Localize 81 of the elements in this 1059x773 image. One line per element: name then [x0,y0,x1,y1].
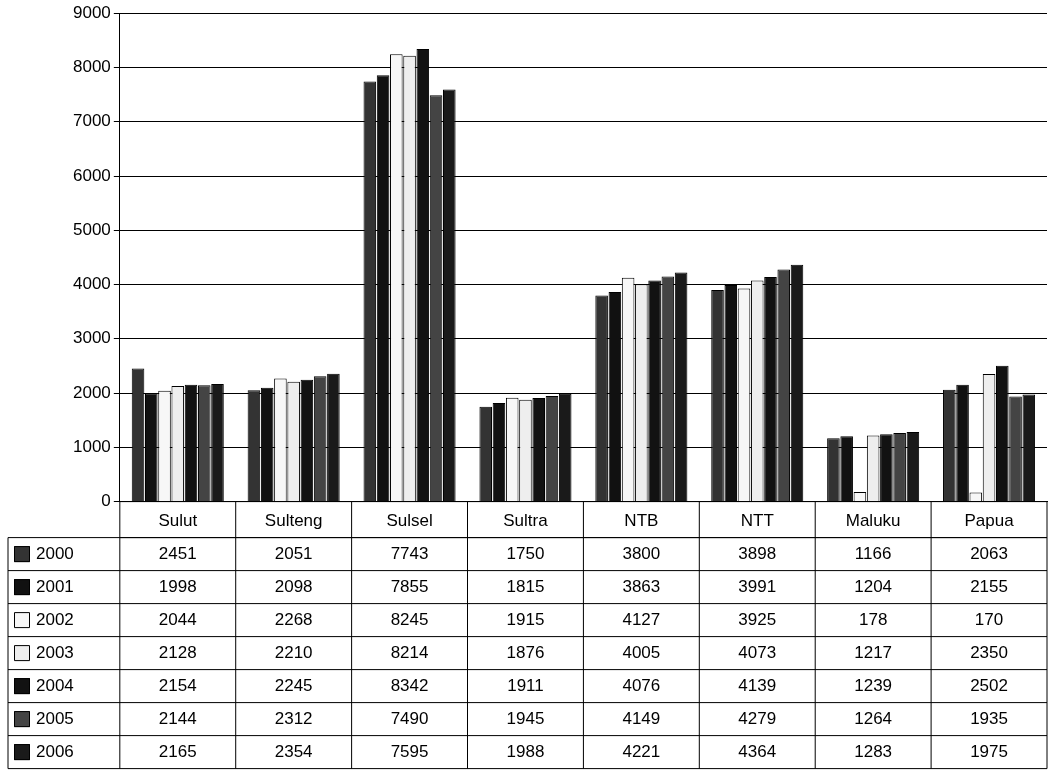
legend-label: 2006 [36,741,74,761]
data-label: 170 [974,609,1004,629]
x-tick-label: Sulut [158,511,198,531]
x-tick-label: NTT [740,511,774,531]
data-label: 2154 [158,675,197,695]
data-label: 7743 [390,543,429,563]
x-tick-label: Papua [964,511,1015,531]
data-label: 2268 [274,609,313,629]
data-label: 3925 [738,609,777,629]
x-tick-label: Sultra [503,511,549,531]
data-label: 4221 [622,741,661,761]
data-label: 1975 [970,741,1008,761]
data-label: 2502 [970,675,1008,695]
data-label: 1815 [506,576,545,596]
y-tick-label: 3000 [72,328,111,348]
data-label: 2451 [158,543,197,563]
data-label: 8245 [390,609,429,629]
data-label: 1988 [506,741,545,761]
y-tick-label: 5000 [72,219,111,239]
legend-label: 2002 [36,609,74,629]
legend-label: 2000 [36,543,74,563]
data-label: 1283 [854,741,893,761]
data-label: 4279 [738,708,777,728]
data-label: 3991 [738,576,777,596]
data-label: 2063 [970,543,1008,563]
y-tick-label: 6000 [72,165,111,185]
data-label: 4005 [622,642,661,662]
data-label: 4073 [738,642,777,662]
data-label: 4139 [738,675,777,695]
data-label: 1915 [506,609,545,629]
y-tick-label: 8000 [72,57,111,77]
data-label: 2245 [274,675,313,695]
data-label: 1911 [507,675,544,695]
data-label: 1239 [854,675,893,695]
data-label: 1998 [158,576,197,596]
y-tick-label: 7000 [72,111,111,131]
data-label: 4364 [738,741,777,761]
data-label: 7490 [390,708,429,728]
data-label: 178 [858,609,888,629]
data-label: 2098 [274,576,313,596]
y-tick-label: 0 [101,491,111,511]
data-label: 8214 [390,642,429,662]
data-label: 1935 [970,708,1008,728]
data-label: 7855 [390,576,429,596]
data-label: 1876 [506,642,545,662]
x-tick-label: Sulteng [264,511,323,531]
data-label: 2051 [274,543,313,563]
data-label: 1264 [854,708,893,728]
data-label: 8342 [390,675,429,695]
data-label: 4127 [622,609,661,629]
data-label: 1750 [506,543,545,563]
x-tick-label: NTB [624,511,659,531]
data-label: 1166 [854,543,892,563]
data-label: 2155 [970,576,1008,596]
data-label: 2354 [274,741,313,761]
legend-label: 2003 [36,642,74,662]
data-label: 1217 [854,642,893,662]
data-label: 2128 [158,642,197,662]
data-label: 2165 [158,741,197,761]
data-label: 2044 [158,609,197,629]
data-label: 2350 [970,642,1008,662]
data-label: 3863 [622,576,661,596]
legend-label: 2001 [36,576,74,596]
data-label: 1945 [506,708,545,728]
data-label: 3800 [622,543,661,563]
data-label: 4149 [622,708,661,728]
data-label: 2144 [158,708,197,728]
y-tick-label: 1000 [72,437,111,457]
data-label: 2312 [274,708,313,728]
y-tick-label: 9000 [72,2,111,22]
data-label: 2210 [274,642,313,662]
x-tick-label: Sulsel [386,511,433,531]
legend-label: 2005 [36,708,74,728]
data-label: 1204 [854,576,893,596]
x-tick-label: Maluku [845,511,901,531]
legend-label: 2004 [36,675,74,695]
data-label: 7595 [390,741,429,761]
data-label: 4076 [622,675,661,695]
y-tick-label: 2000 [72,382,111,402]
data-label: 3898 [738,543,777,563]
y-tick-label: 4000 [72,274,111,294]
